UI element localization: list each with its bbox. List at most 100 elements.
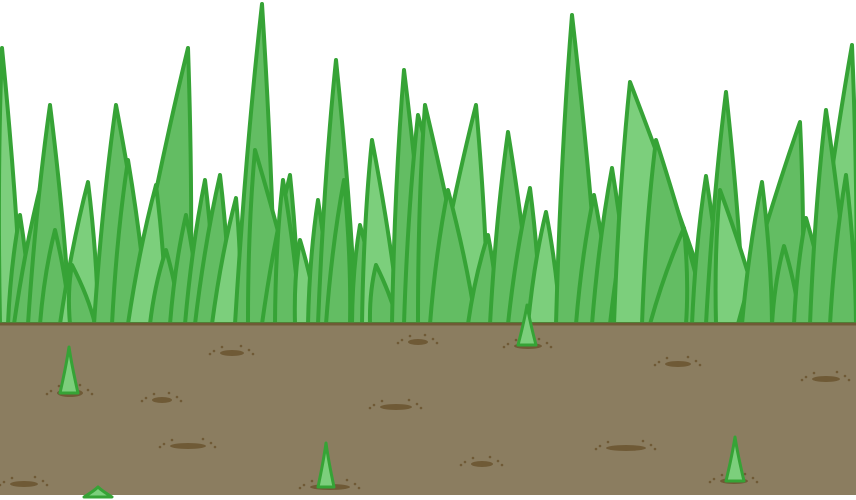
dirt-hole bbox=[812, 376, 840, 382]
dirt-speck bbox=[435, 341, 439, 345]
dirt-speck bbox=[463, 460, 467, 464]
dirt-speck bbox=[45, 483, 49, 487]
dirt-speck bbox=[247, 348, 251, 352]
dirt-speck bbox=[459, 463, 463, 467]
dirt-speck bbox=[152, 392, 156, 396]
dirt-speck bbox=[415, 402, 419, 406]
dirt-speck bbox=[502, 345, 506, 349]
dirt-speck bbox=[694, 359, 698, 363]
dirt-speck bbox=[653, 363, 657, 367]
dirt-speck bbox=[220, 345, 224, 349]
dirt-speck bbox=[298, 486, 302, 490]
dirt-speck bbox=[812, 371, 816, 375]
dirt-speck bbox=[653, 447, 657, 451]
dirt-speck bbox=[86, 388, 90, 392]
dirt-speck bbox=[213, 445, 217, 449]
dirt-speck bbox=[804, 375, 808, 379]
dirt-speck bbox=[471, 456, 475, 460]
dirt-speck bbox=[847, 378, 851, 382]
dirt-speck bbox=[144, 396, 148, 400]
dirt-speck bbox=[698, 363, 702, 367]
dirt-speck bbox=[407, 398, 411, 402]
dirt-speck bbox=[167, 391, 171, 395]
dirt-speck bbox=[372, 403, 376, 407]
dirt-hole bbox=[170, 443, 206, 449]
dirt-hole bbox=[408, 339, 428, 345]
dirt-speck bbox=[423, 333, 427, 337]
dirt-speck bbox=[408, 334, 412, 338]
dirt-speck bbox=[357, 486, 361, 490]
dirt-speck bbox=[140, 399, 144, 403]
dirt-speck bbox=[179, 399, 183, 403]
dirt-speck bbox=[251, 352, 255, 356]
dirt-speck bbox=[175, 395, 179, 399]
dirt-speck bbox=[49, 389, 53, 393]
dirt-speck bbox=[606, 440, 610, 444]
dirt-speck bbox=[488, 455, 492, 459]
dirt-speck bbox=[431, 337, 435, 341]
dirt-hole bbox=[665, 361, 691, 367]
dirt-speck bbox=[545, 341, 549, 345]
dirt-speck bbox=[209, 441, 213, 445]
dirt-speck bbox=[537, 337, 541, 341]
grass-blade bbox=[66, 263, 97, 326]
sprout-layer bbox=[58, 303, 746, 499]
dirt-speck bbox=[400, 338, 404, 342]
dirt-hole bbox=[220, 350, 244, 356]
dirt-speck bbox=[665, 356, 669, 360]
dirt-speck bbox=[2, 480, 6, 484]
dirt-hole bbox=[606, 445, 646, 451]
dirt-speck bbox=[500, 463, 504, 467]
dirt-speck bbox=[751, 476, 755, 480]
dirt-hole bbox=[471, 461, 493, 467]
dirt-speck bbox=[208, 352, 212, 356]
sprout bbox=[516, 303, 538, 347]
grass-layer bbox=[0, 2, 856, 326]
dirt-speck bbox=[212, 349, 216, 353]
dirt-speck bbox=[720, 473, 724, 477]
dirt-speck bbox=[598, 444, 602, 448]
dirt-speck bbox=[345, 478, 349, 482]
dirt-speck bbox=[0, 483, 2, 487]
dirt-speck bbox=[368, 406, 372, 410]
dirt-speck bbox=[594, 447, 598, 451]
dirt-speck bbox=[712, 477, 716, 481]
dirt-speck bbox=[800, 378, 804, 382]
dirt-speck bbox=[419, 406, 423, 410]
dirt-speck bbox=[835, 370, 839, 374]
dirt-speck bbox=[239, 344, 243, 348]
dirt-speck bbox=[41, 479, 45, 483]
dirt-speck bbox=[90, 392, 94, 396]
dirt-speck bbox=[708, 480, 712, 484]
dirt-speck bbox=[649, 443, 653, 447]
dirt-speck bbox=[743, 472, 747, 476]
grass-blade bbox=[648, 226, 690, 326]
dirt-speck bbox=[201, 437, 205, 441]
dirt-speck bbox=[162, 442, 166, 446]
dirt-speck bbox=[549, 345, 553, 349]
dirt-speck bbox=[506, 342, 510, 346]
dirt-speck bbox=[657, 360, 661, 364]
dirt-speck bbox=[10, 476, 14, 480]
sprout bbox=[58, 345, 80, 395]
sprout bbox=[316, 441, 336, 489]
dirt-hole bbox=[10, 481, 38, 487]
dirt-speck bbox=[78, 383, 82, 387]
sprout bbox=[82, 485, 114, 499]
dirt-speck bbox=[380, 399, 384, 403]
dirt-speck bbox=[843, 374, 847, 378]
dirt-speck bbox=[496, 459, 500, 463]
dirt-hole bbox=[380, 404, 412, 410]
grass-blade bbox=[828, 173, 856, 326]
sprout bbox=[724, 435, 746, 483]
dirt-speck bbox=[641, 439, 645, 443]
dirt-speck bbox=[302, 483, 306, 487]
grass-blade bbox=[740, 180, 774, 326]
ground-soil bbox=[0, 323, 856, 495]
dirt-hole bbox=[152, 397, 172, 403]
dirt-speck bbox=[514, 338, 518, 342]
dirt-speck bbox=[57, 384, 61, 388]
dirt-speck bbox=[45, 392, 49, 396]
dirt-speck bbox=[310, 479, 314, 483]
